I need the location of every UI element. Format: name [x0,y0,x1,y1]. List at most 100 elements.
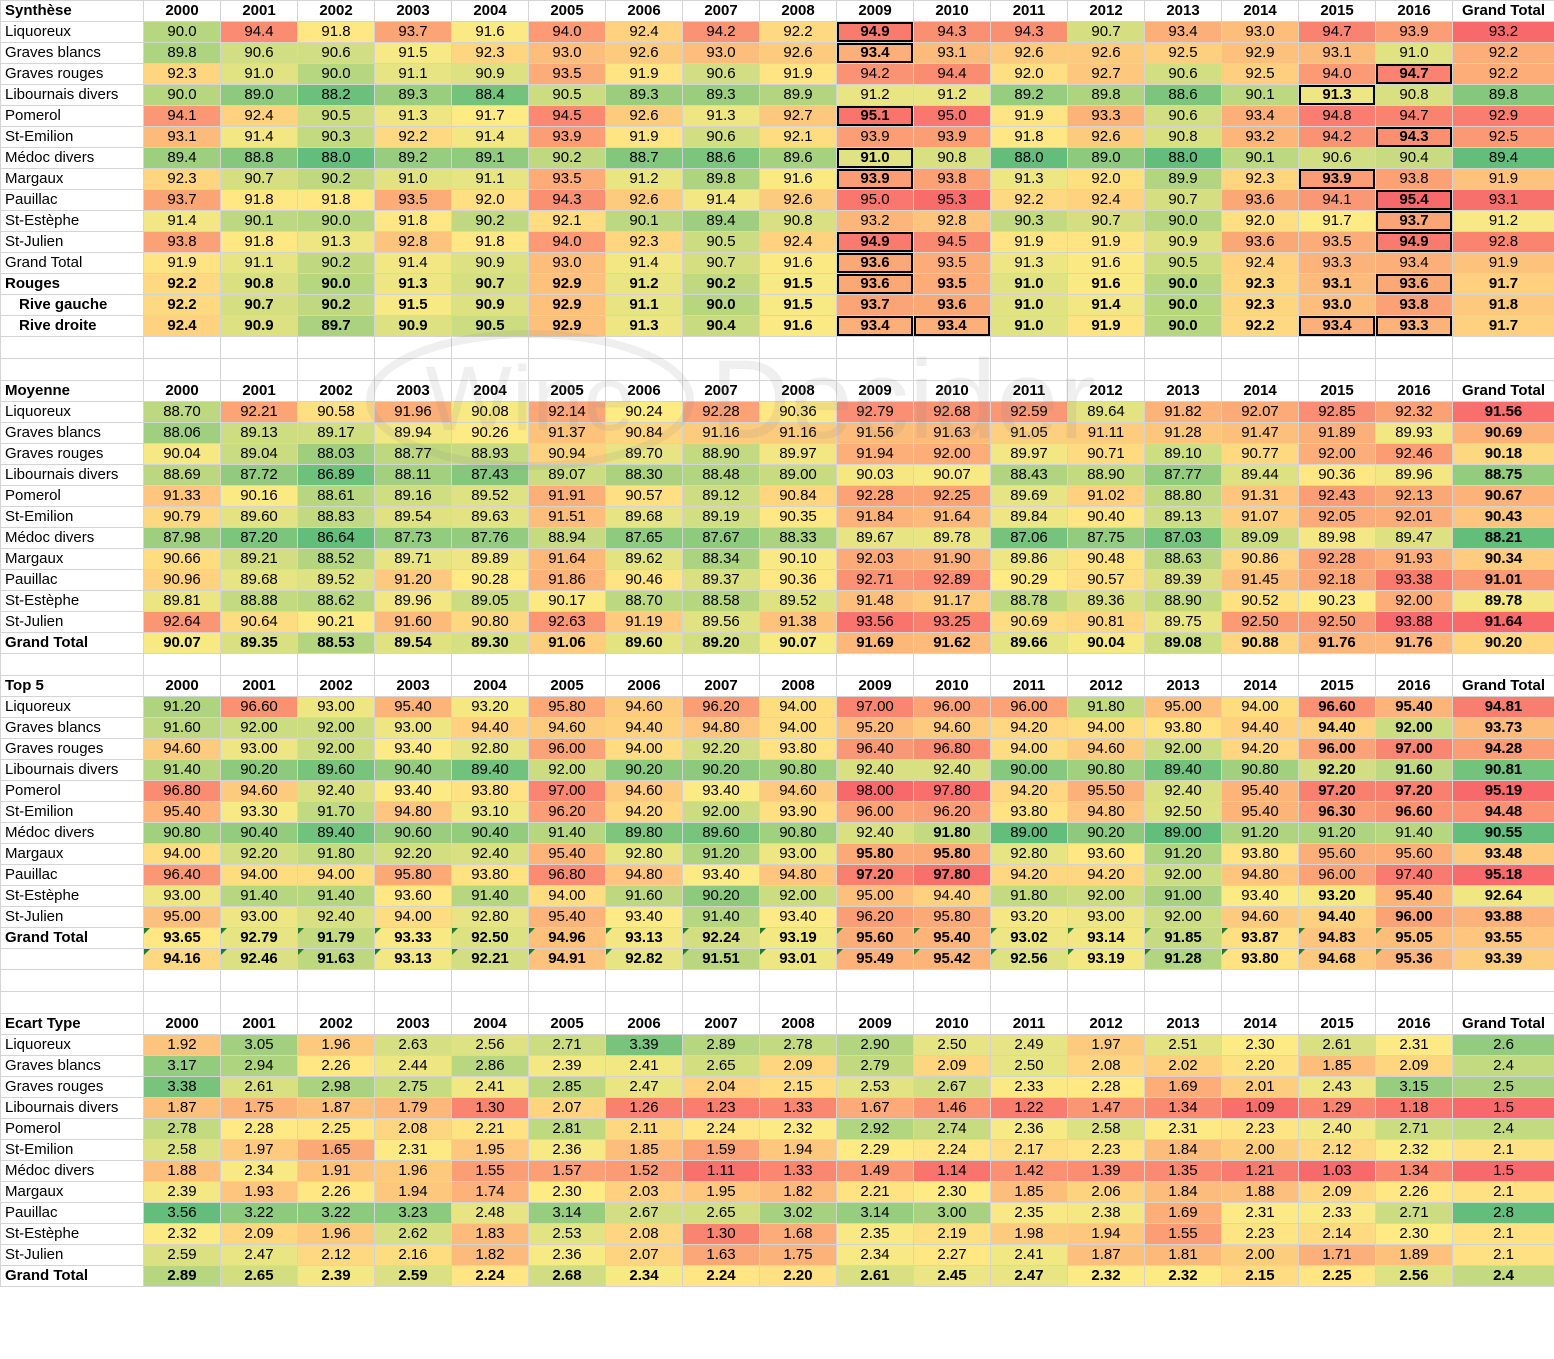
value-cell: 91.16 [759,422,837,444]
empty-cell [1221,991,1299,1014]
value-cell: 3.56 [143,1202,221,1224]
value-cell: 93.0 [1221,21,1299,43]
value-cell: 2.33 [990,1076,1068,1098]
value-cell: 90.69 [990,611,1068,633]
table-row: Graves rouges 92.3 91.0 90.0 91.1 90.9 93.5 91.… [0,63,1554,85]
value-cell: 91.82 [1144,401,1222,423]
value-cell: 1.35 [1144,1160,1222,1182]
value-cell: 94.60 [1221,906,1299,928]
value-cell: 93.5 [528,63,606,85]
value-cell: 94.80 [374,801,452,823]
value-cell: 3.00 [913,1202,991,1224]
empty-cell [143,653,221,676]
value-cell: 88.58 [682,590,760,612]
value-cell: 92.6 [605,189,683,211]
value-cell: 94.00 [297,864,375,886]
column-header: 2012 [1067,1013,1145,1035]
value-cell: 90.8 [913,147,991,169]
column-header: 2011 [990,380,1068,402]
blank-row [0,653,1554,676]
value-cell: 90.1 [1221,147,1299,169]
value-cell: 92.01 [1375,506,1453,528]
empty-cell [913,653,991,676]
value-cell: 93.3 [1298,252,1376,274]
value-cell: 90.20 [220,759,298,781]
column-header: 2004 [451,1013,529,1035]
value-cell: 93.00 [374,717,452,739]
value-cell: 88.70 [605,590,683,612]
column-header: 2016 [1375,0,1453,22]
value-cell: 2.81 [528,1118,606,1140]
value-cell: 1.85 [605,1139,683,1161]
value-cell: 94.80 [1221,864,1299,886]
table-row: Pomerol 94.1 92.4 90.5 91.3 91.7 94.5 92.6 91.3 9… [0,105,1554,127]
value-cell: 96.80 [143,780,221,802]
column-header: 2002 [297,1013,375,1035]
value-cell: 93.0 [528,252,606,274]
empty-cell [528,991,606,1014]
value-cell: 1.30 [682,1223,760,1245]
table-row: St-Emilion 93.1 91.4 90.3 92.2 91.4 93.9 91.9 90… [0,126,1554,148]
value-cell: 93.5 [528,168,606,190]
column-header: 2008 [759,380,837,402]
value-cell: 3.17 [143,1055,221,1077]
value-cell: 94.2 [836,63,914,85]
value-cell: 89.69 [990,485,1068,507]
value-cell: 91.20 [1144,843,1222,865]
column-header: 2003 [374,1013,452,1035]
value-cell: 92.46 [220,948,298,970]
value-cell: 93.9 [836,168,914,190]
empty-cell [1375,653,1453,676]
empty-cell [759,969,837,992]
empty-cell [0,969,144,992]
value-cell: 2.74 [913,1118,991,1140]
value-cell: 92.03 [836,548,914,570]
value-cell: 2.09 [913,1055,991,1077]
value-cell: 97.00 [836,696,914,718]
value-cell: 2.58 [143,1139,221,1161]
value-cell: 89.60 [605,632,683,654]
value-cell: 94.91 [528,948,606,970]
value-cell: 87.03 [1144,527,1222,549]
table-row: Rouges 92.2 90.8 90.0 91.3 90.7 92.9 91.2 90.2 91… [0,273,1554,295]
value-cell: 89.16 [374,485,452,507]
value-cell: 91.38 [759,611,837,633]
table-row: Pauillac 3.56 3.22 3.22 3.23 2.48 3.14 2.67 2.65… [0,1202,1554,1224]
value-cell: 89.13 [220,422,298,444]
value-cell: 3.15 [1375,1076,1453,1098]
empty-cell [1298,969,1376,992]
value-cell: 89.60 [220,506,298,528]
value-cell: 92.00 [1144,864,1222,886]
value-cell: 90.03 [836,464,914,486]
column-header: 2001 [220,0,298,22]
value-cell: 1.09 [1221,1097,1299,1119]
value-cell: 94.8 [1298,105,1376,127]
column-header: 2009 [836,380,914,402]
value-cell: 93.9 [1298,168,1376,190]
row-label: Grand Total [0,1265,144,1287]
table-row: Liquoreux 1.92 3.05 1.96 2.63 2.56 2.71 3.39 2.8… [0,1034,1554,1056]
value-cell: 90.80 [1067,759,1145,781]
value-cell: 92.2 [143,273,221,295]
value-cell: 95.1 [836,105,914,127]
column-header: 2014 [1221,380,1299,402]
value-cell: 89.0 [1067,147,1145,169]
value-cell: 92.4 [143,315,221,337]
row-label: St-Emilion [0,126,144,148]
empty-cell [0,991,144,1014]
empty-cell [451,358,529,381]
value-cell: 93.9 [528,126,606,148]
value-cell: 88.61 [297,485,375,507]
value-cell: 88.48 [682,464,760,486]
total-value-cell: 2.4 [1452,1118,1554,1140]
value-cell: 91.8 [220,189,298,211]
value-cell: 93.4 [1221,105,1299,127]
value-cell: 90.48 [1067,548,1145,570]
value-cell: 88.11 [374,464,452,486]
value-cell: 2.09 [1375,1055,1453,1077]
row-label: Rive droite [0,315,144,337]
value-cell: 88.06 [143,422,221,444]
column-header: 2009 [836,675,914,697]
empty-cell [682,336,760,359]
table-row: Margaux 92.3 90.7 90.2 91.0 91.1 93.5 91.2 89.8 9… [0,168,1554,190]
